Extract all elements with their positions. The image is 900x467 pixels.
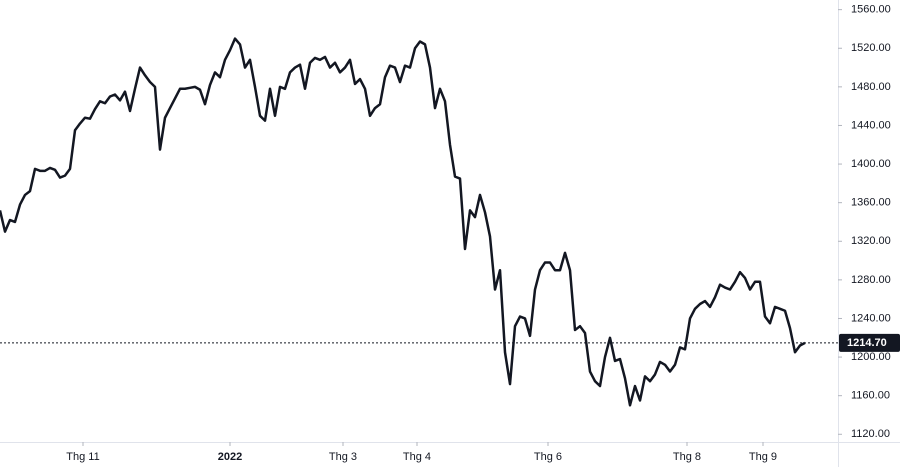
x-tick-label: Thg 4 bbox=[403, 451, 431, 463]
y-tick-label: 1200.00 bbox=[851, 351, 891, 363]
y-tick-label: 1240.00 bbox=[851, 312, 891, 324]
y-tick-label: 1360.00 bbox=[851, 197, 891, 209]
y-tick-label: 1560.00 bbox=[851, 4, 891, 16]
x-tick-label: Thg 11 bbox=[66, 451, 99, 463]
y-tick-label: 1160.00 bbox=[851, 390, 890, 402]
y-tick-label: 1400.00 bbox=[851, 158, 891, 170]
last-price-tag bbox=[839, 333, 900, 352]
y-tick-label: 1480.00 bbox=[851, 81, 891, 93]
x-tick-label: Thg 9 bbox=[749, 451, 777, 463]
y-tick-label: 1120.00 bbox=[851, 428, 890, 440]
y-tick-label: 1520.00 bbox=[851, 42, 891, 54]
last-price-label: 1214.70 bbox=[847, 337, 887, 349]
x-tick-label: Thg 3 bbox=[329, 451, 357, 463]
price-line bbox=[0, 37, 806, 407]
x-tick-label: Thg 6 bbox=[534, 451, 562, 463]
y-tick-label: 1440.00 bbox=[851, 119, 891, 131]
x-tick-label: Thg 8 bbox=[673, 451, 701, 463]
x-tick-label: 2022 bbox=[218, 451, 242, 463]
y-tick-label: 1320.00 bbox=[851, 235, 891, 247]
y-tick-label: 1280.00 bbox=[851, 274, 891, 286]
